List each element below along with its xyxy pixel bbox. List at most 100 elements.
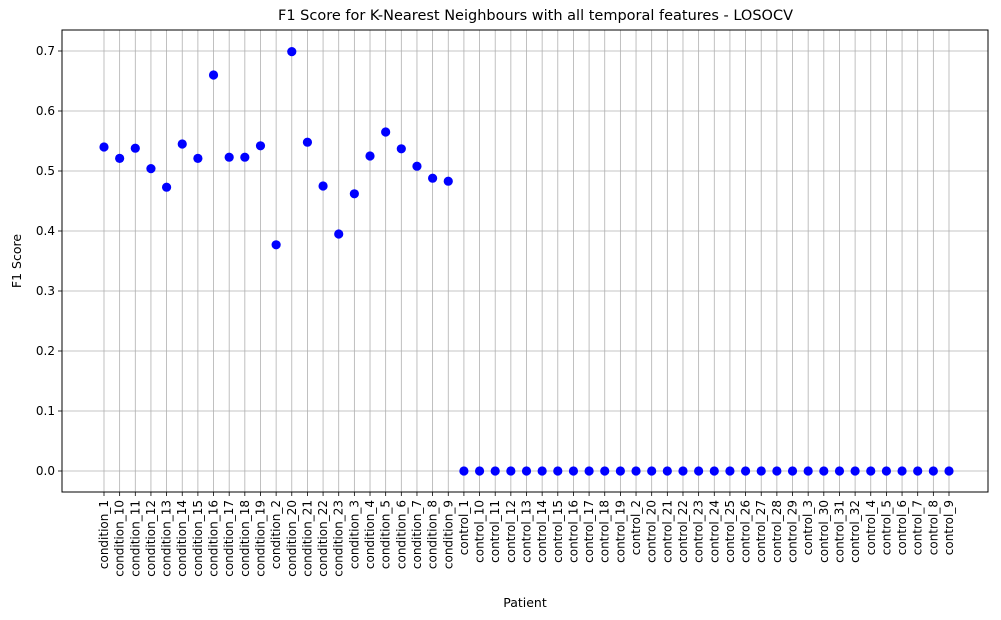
x-tick-label: control_31 (832, 500, 846, 563)
data-point (161, 182, 172, 192)
x-tick-label: condition_19 (253, 500, 267, 577)
data-point (459, 466, 469, 476)
x-tick-label: control_32 (848, 500, 862, 563)
x-tick-label: condition_16 (207, 500, 221, 577)
data-point (850, 466, 860, 476)
x-tick-label: condition_7 (410, 500, 424, 569)
data-point (709, 466, 719, 476)
x-tick-label: condition_4 (363, 500, 377, 569)
plot-frame (61, 29, 989, 493)
x-tick-label: control_9 (942, 500, 956, 555)
data-point (428, 173, 438, 183)
data-point (725, 466, 735, 476)
data-point (866, 466, 876, 476)
x-tick-label: control_11 (488, 500, 502, 563)
y-tick-label: 0.3 (36, 284, 55, 298)
data-point (506, 466, 516, 476)
data-point (584, 466, 594, 476)
data-point (224, 152, 234, 162)
x-tick-label: condition_23 (332, 500, 346, 577)
x-tick-label: control_20 (645, 500, 659, 563)
x-tick-label: control_16 (566, 500, 580, 563)
x-tick-label: control_7 (911, 500, 925, 555)
grid (62, 30, 988, 492)
data-point (694, 466, 704, 476)
data-point (631, 466, 641, 476)
x-tick-label: control_17 (582, 500, 596, 563)
y-tick-label: 0.0 (36, 464, 55, 478)
data-point (787, 466, 798, 476)
x-tick-label: control_8 (926, 500, 940, 555)
data-point (443, 176, 453, 186)
x-tick-label: control_22 (676, 500, 690, 563)
x-tick-label: control_12 (504, 500, 518, 563)
x-tick-label: control_23 (692, 500, 706, 563)
data-point (537, 466, 547, 476)
data-point (255, 141, 266, 151)
data-point (365, 151, 375, 161)
data-point (772, 466, 782, 476)
data-point (381, 127, 391, 137)
x-tick-label: control_1 (457, 500, 471, 555)
data-point (240, 152, 250, 162)
y-tick-label: 0.1 (36, 404, 55, 418)
data-point (115, 153, 125, 163)
x-tick-label: condition_17 (222, 500, 236, 577)
x-tick-label: condition_1 (97, 500, 111, 569)
x-tick-label: condition_21 (300, 500, 314, 577)
y-tick-label: 0.4 (36, 224, 55, 238)
x-tick-label: control_30 (817, 500, 831, 563)
data-point (490, 466, 500, 476)
data-point (881, 466, 892, 476)
x-tick-label: condition_12 (144, 500, 158, 577)
data-point (647, 466, 657, 476)
x-tick-label: condition_13 (160, 500, 174, 577)
data-point (834, 466, 845, 476)
x-tick-label: control_6 (895, 500, 909, 555)
data-point (897, 466, 907, 476)
x-tick-label: control_27 (754, 500, 768, 563)
x-tick-label: condition_14 (175, 500, 189, 577)
data-point (271, 240, 281, 250)
x-tick-label: control_2 (629, 500, 643, 555)
x-tick-label: condition_18 (238, 500, 252, 577)
y-tick-label: 0.6 (36, 104, 55, 118)
x-tick-label: control_29 (786, 500, 800, 563)
data-point (130, 143, 140, 153)
data-points (99, 47, 954, 476)
x-tick-label: condition_10 (113, 500, 127, 577)
x-axis-label: Patient (503, 595, 547, 610)
x-tick-label: control_15 (551, 500, 565, 563)
data-point (302, 137, 313, 147)
y-tick-label: 0.2 (36, 344, 55, 358)
x-tick-label: control_14 (535, 500, 549, 563)
y-axis-label: F1 Score (9, 234, 24, 288)
data-point (944, 466, 954, 476)
x-tick-label: control_18 (598, 500, 612, 563)
x-tick-label: condition_5 (379, 500, 393, 569)
data-point (662, 466, 672, 476)
x-tick-label: condition_8 (426, 500, 440, 569)
data-point (318, 181, 328, 191)
data-point (177, 139, 187, 149)
x-tick-label: condition_15 (191, 500, 205, 577)
data-point (349, 189, 359, 199)
data-point (396, 144, 406, 154)
data-point (412, 161, 422, 171)
x-tick-label: condition_11 (128, 500, 142, 577)
data-point (803, 466, 813, 476)
data-point (146, 164, 156, 174)
data-point (600, 466, 610, 476)
x-tick-label: control_25 (723, 500, 737, 563)
x-tick-label: control_10 (473, 500, 487, 563)
x-tick-label: condition_3 (347, 500, 361, 569)
data-point (740, 466, 751, 476)
data-point (678, 466, 688, 476)
data-point (553, 466, 563, 476)
x-tick-label: control_5 (879, 500, 893, 555)
chart-title: F1 Score for K-Nearest Neighbours with a… (278, 8, 793, 24)
data-point (474, 466, 485, 476)
data-point (756, 466, 766, 476)
